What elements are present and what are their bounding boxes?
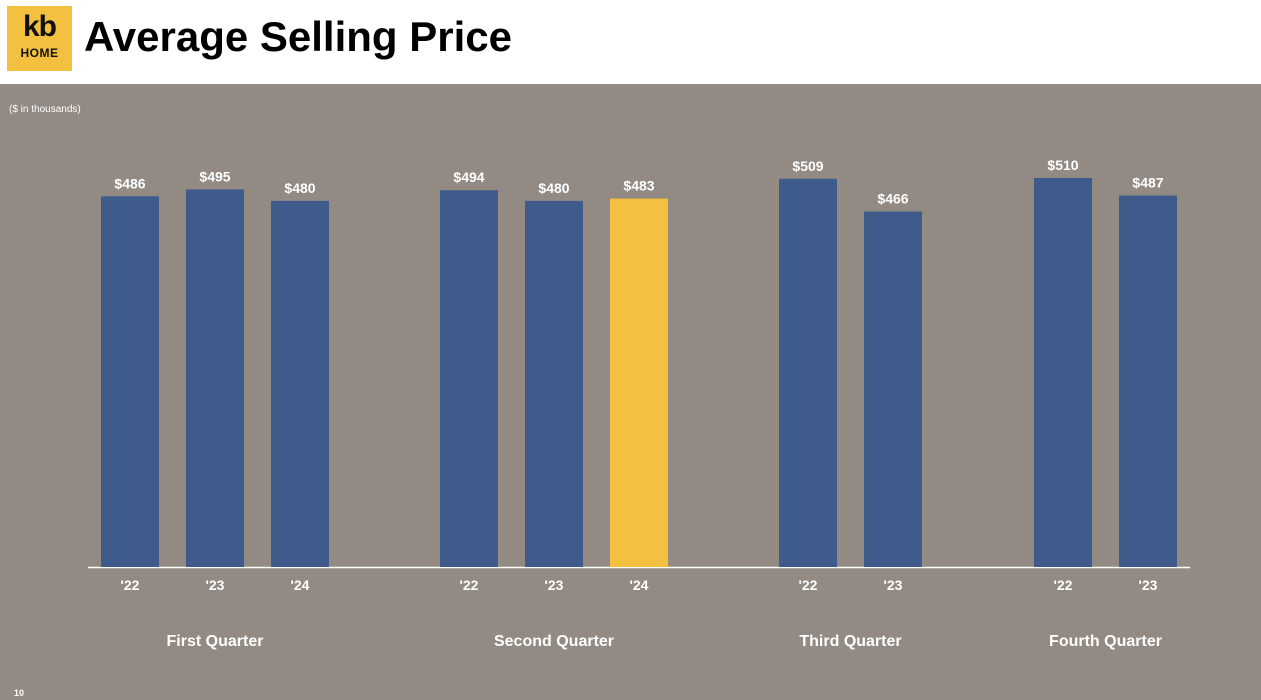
unit-note: ($ in thousands) <box>9 104 81 115</box>
x-tick-label: '22 <box>1054 577 1073 593</box>
bar-4-23 <box>1119 195 1177 567</box>
data-label: $494 <box>453 169 484 185</box>
x-tick-label: '23 <box>884 577 903 593</box>
data-label: $495 <box>199 168 230 184</box>
bar-1-23 <box>186 189 244 568</box>
bar-2-23 <box>525 200 583 567</box>
x-tick-label: '22 <box>460 577 479 593</box>
data-label: $483 <box>623 178 654 194</box>
group-label: Second Quarter <box>494 633 614 650</box>
group-label: Third Quarter <box>799 633 901 650</box>
bar-4-22 <box>1034 178 1092 567</box>
x-tick-label: '23 <box>545 577 564 593</box>
data-label: $510 <box>1047 157 1078 173</box>
x-tick-label: '22 <box>121 577 140 593</box>
data-label: $487 <box>1132 175 1163 191</box>
kb-home-logo: kb HOME <box>7 6 72 71</box>
group-label: Fourth Quarter <box>1049 633 1162 650</box>
bar-2-24 <box>610 198 668 567</box>
logo-home-text: HOME <box>20 46 59 60</box>
bar-3-23 <box>864 211 922 567</box>
data-label: $466 <box>877 191 908 207</box>
bar-1-22 <box>101 196 159 567</box>
x-tick-label: '24 <box>291 577 310 593</box>
data-label: $486 <box>114 175 145 191</box>
bar-2-22 <box>440 190 498 567</box>
data-label: $480 <box>284 180 315 196</box>
x-tick-label: '23 <box>206 577 225 593</box>
x-tick-label: '22 <box>799 577 818 593</box>
x-tick-label: '23 <box>1139 577 1158 593</box>
bar-3-22 <box>779 178 837 567</box>
slide-header: kb HOME Average Selling Price <box>0 0 1261 84</box>
group-label: First Quarter <box>167 633 264 650</box>
page-number: 10 <box>14 688 25 698</box>
logo-kb-text: kb <box>22 10 57 43</box>
data-label: $509 <box>792 158 823 174</box>
x-tick-label: '24 <box>630 577 649 593</box>
page-title: Average Selling Price <box>84 13 512 60</box>
data-label: $480 <box>538 180 569 196</box>
bar-1-24 <box>271 200 329 567</box>
